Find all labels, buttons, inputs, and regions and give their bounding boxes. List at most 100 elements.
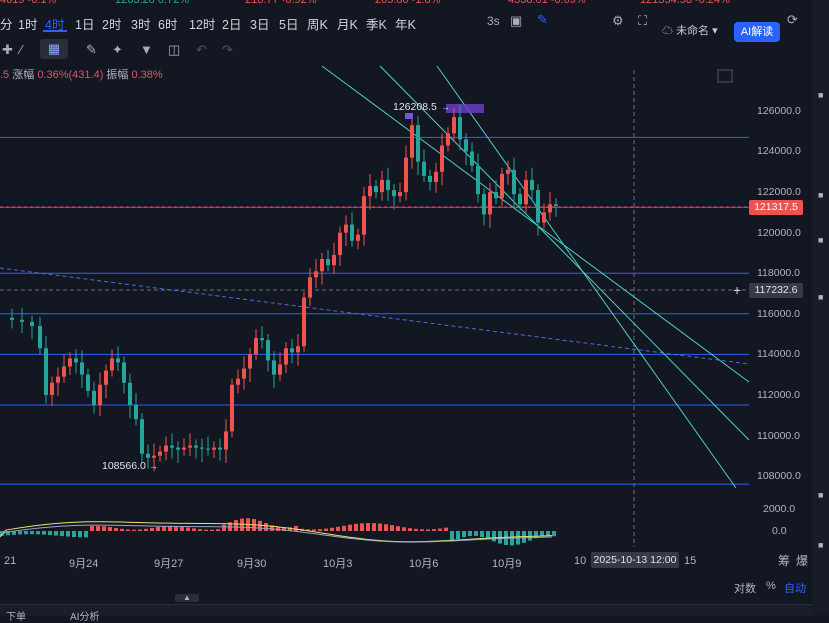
auto-scale-toggle[interactable]: 自动 (784, 583, 806, 595)
trash-icon[interactable]: ◫ (168, 42, 181, 57)
crosshair-icon[interactable]: ✚ (2, 42, 13, 57)
timeframe-14[interactable]: 年K (395, 18, 416, 32)
candle-body (296, 346, 300, 353)
timeframe-7[interactable]: 12时 (189, 18, 216, 32)
side-icon-3[interactable]: ■ (818, 235, 824, 245)
order-tab[interactable]: 下单 (6, 612, 26, 623)
high-annotation: 126208.5 (393, 101, 437, 113)
brush-icon[interactable]: ✦ (112, 42, 123, 57)
fullscreen-icon[interactable]: ⛶ (638, 13, 648, 28)
candle-legend: .5 涨幅 0.36%(431.4) 振幅 0.38% (0, 66, 163, 82)
ai-analysis-tab[interactable]: AI分析 (70, 612, 100, 623)
candle-body (458, 117, 462, 140)
ticker-item[interactable]: 121354.58 -0.24% (640, 0, 730, 6)
timeframe-8[interactable]: 2日 (222, 18, 242, 32)
candle-body (308, 277, 312, 298)
macd-histogram-bar (336, 526, 340, 531)
macd-histogram-bar (552, 531, 556, 537)
explode-button[interactable]: 爆 (796, 554, 809, 568)
chips-button[interactable]: 筹 (778, 554, 791, 568)
macd-histogram-bar (120, 528, 124, 531)
redo-icon[interactable]: ↷ (222, 42, 233, 57)
candle-body (242, 368, 246, 379)
macd-histogram-bar (528, 531, 532, 541)
macd-histogram-bar (36, 531, 40, 535)
footer-bar: 下单 AI分析 (0, 604, 812, 623)
undo-icon[interactable]: ↶ (196, 42, 207, 57)
candle-body (200, 447, 204, 449)
timeframe-5[interactable]: 3时 (131, 18, 151, 32)
macd-histogram-bar (546, 531, 550, 536)
macd-histogram-bar (234, 520, 238, 531)
candle-body (422, 161, 426, 176)
share-icon[interactable]: ⟳ (787, 12, 798, 27)
timeframe-2[interactable]: 4时 (45, 18, 65, 32)
ticker-item[interactable]: 205.80 -1.8% (375, 0, 441, 6)
timeframe-13[interactable]: 季K (366, 18, 387, 32)
candle-body (92, 390, 96, 406)
camera-icon[interactable]: ▣ (510, 13, 523, 28)
add-alert-icon[interactable]: + (733, 282, 742, 298)
macd-histogram-bar (54, 531, 58, 536)
ticker-item[interactable]: 4619 -0.1% (0, 0, 57, 6)
ticker-item[interactable]: 1263.28 0.72% (115, 0, 190, 6)
log-scale-toggle[interactable]: 对数 (734, 583, 756, 595)
macd-tick-label: 2000.0 (763, 503, 796, 515)
collapse-panel-button[interactable]: ▲ (175, 594, 199, 602)
side-icon-2[interactable]: ■ (818, 190, 824, 200)
macd-histogram-bar (318, 529, 322, 531)
pencil-icon[interactable]: ✎ (537, 12, 548, 27)
candle-body (194, 445, 198, 448)
candle-body (230, 384, 234, 432)
macd-histogram-bar (444, 527, 448, 531)
candle-body (434, 171, 438, 182)
macd-histogram-bar (174, 526, 178, 531)
filter-icon[interactable]: ▼ (140, 42, 153, 57)
timeframe-1[interactable]: 1时 (18, 18, 38, 32)
timeframe-10[interactable]: 5日 (279, 18, 299, 32)
timeframe-9[interactable]: 3日 (250, 18, 270, 32)
layout-name[interactable]: ☁ 未命名 ▾ (662, 25, 718, 37)
refresh-interval[interactable]: 3s (487, 14, 500, 28)
macd-histogram-bar (30, 531, 34, 535)
price-tick-label: 116000.0 (757, 308, 801, 320)
candle-body (338, 232, 342, 255)
timeframe-4[interactable]: 2时 (102, 18, 122, 32)
side-icon-6[interactable]: ■ (818, 540, 824, 550)
note-icon[interactable]: ✎ (86, 42, 97, 57)
macd-histogram-bar (408, 528, 412, 531)
candle-body (290, 348, 294, 353)
timeframe-11[interactable]: 周K (307, 18, 328, 32)
indicator-icon[interactable]: ▦ (40, 39, 68, 59)
candle-body (278, 364, 282, 375)
candle-body (494, 192, 498, 199)
gear-icon[interactable]: ⚙ (612, 13, 624, 28)
macd-histogram-bar (396, 526, 400, 531)
timeframe-0[interactable]: 分 (0, 18, 13, 32)
ticker-item[interactable]: 4338.01 -0.69% (508, 0, 586, 6)
candle-body (104, 370, 108, 385)
timeframe-6[interactable]: 6时 (158, 18, 178, 32)
candle-body (98, 384, 102, 406)
timeframe-3[interactable]: 1日 (75, 18, 95, 32)
price-tick-label: 126000.0 (757, 105, 801, 117)
side-icon-5[interactable]: ■ (818, 490, 824, 500)
percent-toggle[interactable]: % (766, 580, 776, 592)
macd-histogram-bar (432, 529, 436, 531)
signal-line (0, 524, 553, 543)
candle-body (140, 419, 144, 454)
candle-body (452, 117, 456, 134)
candle-body (554, 204, 558, 206)
timeframe-12[interactable]: 月K (337, 18, 358, 32)
ticker-item[interactable]: 218.77 -0.92% (245, 0, 317, 6)
line-tool-icon[interactable]: ∕ (20, 42, 23, 57)
macd-histogram-bar (474, 531, 478, 536)
low-arrow: → (149, 461, 158, 471)
price-tick-label: 120000.0 (757, 227, 801, 239)
macd-histogram-bar (66, 531, 70, 537)
side-icon-1[interactable]: ■ (818, 90, 824, 100)
maximize-pane-icon (717, 69, 733, 83)
side-icon-4[interactable]: ■ (818, 292, 824, 302)
ai-interpret-button[interactable]: AI解读 (734, 22, 780, 42)
